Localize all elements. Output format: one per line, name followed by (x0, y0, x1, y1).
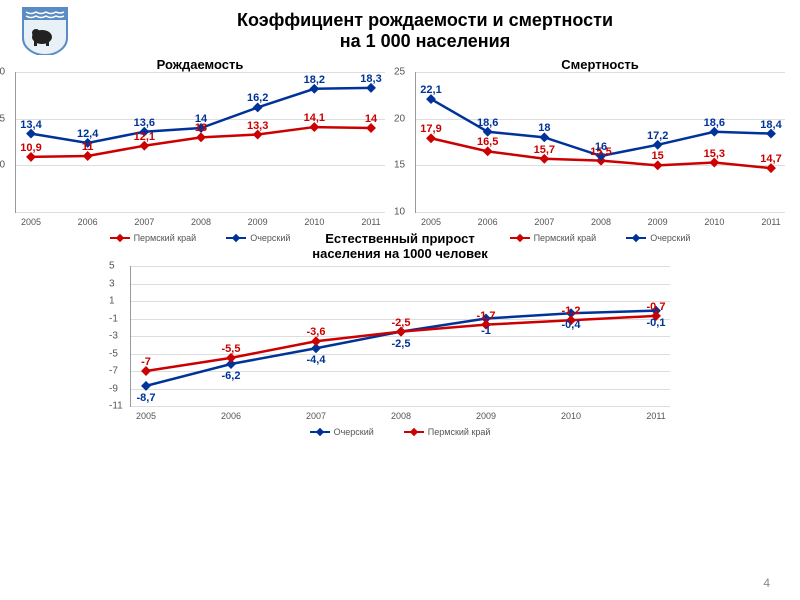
x-tick: 2010 (704, 217, 724, 227)
y-tick: 20 (0, 67, 5, 78)
y-tick: 3 (109, 278, 115, 289)
data-label: 13,6 (134, 117, 155, 129)
data-label: 10,9 (20, 142, 41, 154)
x-tick: 2006 (221, 411, 241, 421)
data-label: 14,1 (304, 112, 325, 124)
x-tick: 2005 (21, 217, 41, 227)
data-label: 15,7 (534, 144, 555, 156)
birth-chart: 5101520200520062007200820092010201110,91… (15, 72, 385, 213)
data-label: 14 (195, 113, 207, 125)
data-label: -3,6 (307, 326, 326, 338)
page-title: Коэффициент рождаемости и смертности на … (80, 0, 770, 52)
y-tick: -7 (109, 366, 118, 377)
data-label: 18,3 (360, 73, 381, 85)
x-tick: 2006 (78, 217, 98, 227)
x-tick: 2011 (361, 217, 380, 227)
x-tick: 2009 (648, 217, 668, 227)
data-label: -6,2 (222, 370, 241, 382)
birth-chart-column: Рождаемость 5101520200520062007200820092… (15, 57, 385, 243)
data-label: -2,5 (392, 338, 411, 350)
data-label: -4,4 (307, 354, 326, 366)
birth-chart-title: Рождаемость (15, 57, 385, 72)
legend-item-ocher: Очерский (626, 233, 690, 243)
data-label: -8,7 (137, 392, 156, 404)
data-label: 14,7 (760, 153, 781, 165)
data-label: -7 (141, 356, 151, 368)
data-label: 16,5 (477, 136, 498, 148)
x-tick: 2008 (191, 217, 211, 227)
data-label: 13,4 (20, 119, 41, 131)
data-label: 14 (365, 113, 377, 125)
x-tick: 2008 (591, 217, 611, 227)
data-label: 15 (652, 150, 664, 162)
x-tick: 2007 (306, 411, 326, 421)
legend-item-perm: Пермский край (404, 427, 491, 437)
y-tick: 15 (394, 160, 405, 171)
y-tick: 20 (394, 113, 405, 124)
top-charts-row: Рождаемость 5101520200520062007200820092… (0, 57, 800, 243)
title-line-2: на 1 000 населения (340, 31, 510, 51)
data-label: 16 (595, 141, 607, 153)
data-label: -1 (481, 325, 491, 337)
death-chart-column: Смертность 10152025200520062007200820092… (415, 57, 785, 243)
x-tick: 2009 (476, 411, 496, 421)
data-label: 17,2 (647, 130, 668, 142)
data-label: -1,2 (562, 305, 581, 317)
x-tick: 2006 (478, 217, 498, 227)
y-tick: 10 (394, 207, 405, 218)
title-line-1: Коэффициент рождаемости и смертности (237, 10, 613, 30)
x-tick: 2010 (561, 411, 581, 421)
data-label: -0,7 (647, 301, 666, 313)
page-number: 4 (763, 576, 770, 590)
data-label: 15,3 (704, 148, 725, 160)
x-tick: 2007 (534, 217, 554, 227)
x-tick: 2005 (421, 217, 441, 227)
y-tick: -3 (109, 331, 118, 342)
data-label: 18,6 (704, 117, 725, 129)
growth-legend: Очерский Пермский край (130, 427, 670, 437)
legend-item-perm: Пермский край (110, 233, 197, 243)
y-tick: 25 (394, 67, 405, 78)
y-tick: 1 (109, 296, 115, 307)
y-tick: 5 (109, 261, 115, 272)
data-label: 12,4 (77, 128, 98, 140)
data-label: -0,1 (647, 317, 666, 329)
y-tick: -9 (109, 383, 118, 394)
data-label: 17,9 (420, 123, 441, 135)
x-tick: 2008 (391, 411, 411, 421)
x-tick: 2011 (646, 411, 665, 421)
data-label: 18 (538, 122, 550, 134)
data-label: 16,2 (247, 92, 268, 104)
data-label: 18,6 (477, 117, 498, 129)
x-tick: 2007 (134, 217, 154, 227)
data-label: 18,4 (760, 119, 781, 131)
y-tick: -5 (109, 348, 118, 359)
y-tick: 10 (0, 160, 5, 171)
growth-chart-column: -11-9-7-5-3-1135200520062007200820092010… (130, 266, 670, 437)
y-tick: -1 (109, 313, 118, 324)
x-tick: 2005 (136, 411, 156, 421)
x-tick: 2009 (248, 217, 268, 227)
data-label: -1,7 (477, 310, 496, 322)
legend-item-perm: Пермский край (510, 233, 597, 243)
growth-chart: -11-9-7-5-3-1135200520062007200820092010… (130, 266, 670, 407)
data-label: 13,3 (247, 120, 268, 132)
x-tick: 2011 (761, 217, 780, 227)
data-label: 12,1 (134, 131, 155, 143)
data-label: 18,2 (304, 74, 325, 86)
data-label: -2,5 (392, 317, 411, 329)
x-tick: 2010 (304, 217, 324, 227)
legend-item-ocher: Очерский (310, 427, 374, 437)
data-label: -0,4 (562, 319, 581, 331)
data-label: -5,5 (222, 343, 241, 355)
data-label: 22,1 (420, 84, 441, 96)
y-tick: -11 (109, 401, 123, 412)
legend-item-ocher: Очерский (226, 233, 290, 243)
data-label: 11 (82, 141, 94, 153)
coat-of-arms-logo (20, 5, 70, 55)
death-chart-title: Смертность (415, 57, 785, 72)
y-tick: 15 (0, 113, 5, 124)
death-chart: 10152025200520062007200820092010201117,9… (415, 72, 785, 213)
